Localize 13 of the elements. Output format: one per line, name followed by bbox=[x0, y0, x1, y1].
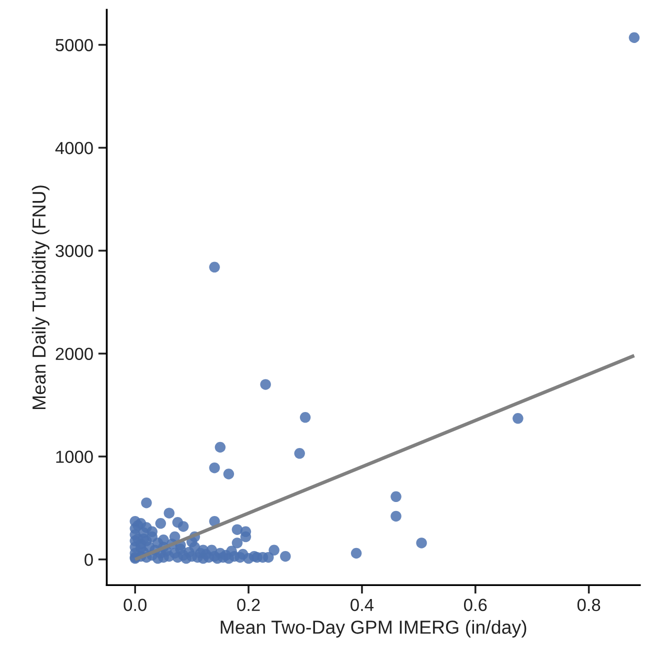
x-tick-label: 0.0 bbox=[124, 598, 146, 612]
y-tick-label: 2000 bbox=[56, 348, 93, 360]
x-tick-label: 0.8 bbox=[577, 598, 600, 612]
y-tick-label: 4000 bbox=[55, 142, 93, 154]
y-axis-title: Mean Daily Turbidity (FNU) bbox=[32, 186, 50, 409]
x-tick-label: 0.6 bbox=[464, 598, 487, 612]
x-tick-label: 0.4 bbox=[350, 598, 374, 612]
x-axis-title: Mean Two-Day GPM IMERG (in/day) bbox=[220, 620, 526, 638]
y-tick-label: 0 bbox=[84, 554, 93, 566]
y-tick-label: 5000 bbox=[56, 39, 93, 52]
y-tick-label: 1000 bbox=[56, 450, 93, 463]
x-tick-label: 0.2 bbox=[237, 598, 260, 612]
y-tick-label: 3000 bbox=[56, 244, 93, 258]
